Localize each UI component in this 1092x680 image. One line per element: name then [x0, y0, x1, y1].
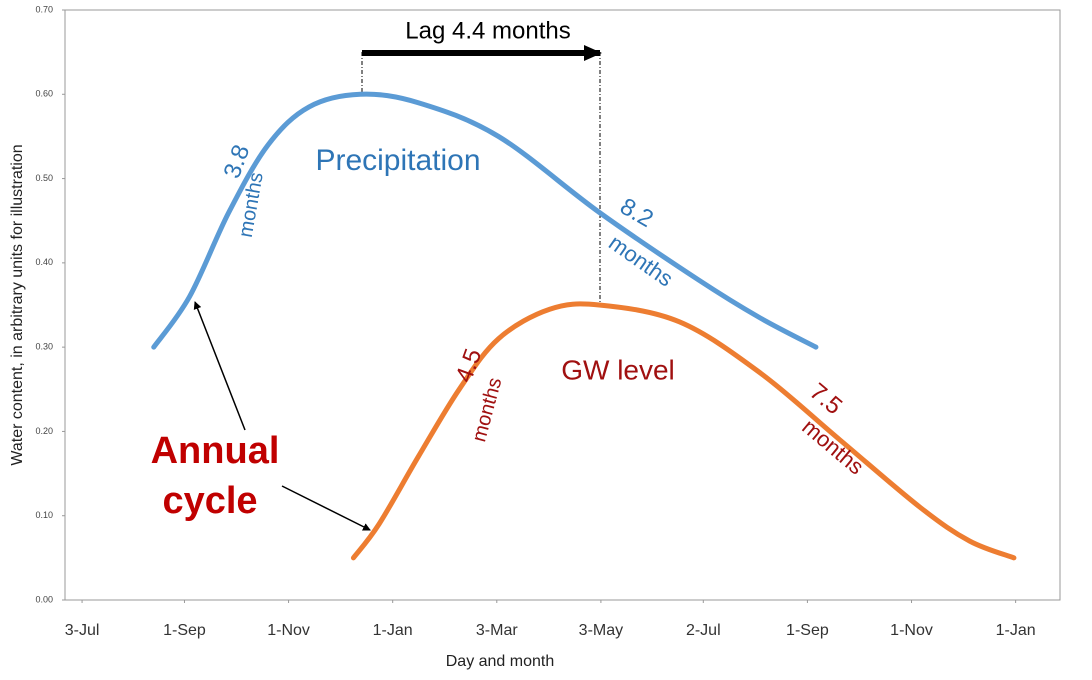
x-tick-label: 3-May: [579, 622, 623, 639]
annotation: months: [797, 414, 868, 480]
series-line: [350, 301, 1017, 561]
x-tick-label: 1-Nov: [267, 622, 310, 639]
y-tick-label: 0.10: [35, 510, 53, 520]
y-tick-label: 0.40: [35, 257, 53, 267]
plot-frame: [64, 9, 1061, 601]
annotation: Annual: [151, 430, 280, 472]
x-tick-label: 1-Jan: [373, 622, 413, 639]
x-tick-label: 1-Nov: [890, 622, 933, 639]
y-tick-label: 0.70: [35, 4, 53, 14]
x-tick-label: 1-Jan: [996, 622, 1036, 639]
x-tick-label: 3-Mar: [476, 622, 518, 639]
annotation: Lag 4.4 months: [405, 17, 570, 44]
annotation-arrow: [193, 301, 246, 431]
y-tick-label: 0.30: [35, 342, 53, 352]
y-tick-label: 0.50: [35, 173, 53, 183]
x-axis-title: Day and month: [446, 653, 555, 670]
series-label: GW level: [561, 354, 675, 385]
annotation: cycle: [162, 480, 257, 522]
y-tick-label: 0.00: [35, 594, 53, 604]
x-tick-label: 2-Jul: [686, 622, 721, 639]
series-label: Precipitation: [315, 144, 480, 177]
y-tick-label: 0.60: [35, 89, 53, 99]
x-tick-label: 1-Sep: [786, 622, 829, 639]
x-tick-label: 3-Jul: [65, 622, 100, 639]
annotation-arrow: [281, 485, 371, 531]
series-line: [151, 91, 819, 350]
y-tick-label: 0.20: [35, 426, 53, 436]
annotation: 4.5: [451, 345, 488, 386]
y-axis-title: Water content, in arbitrary units for il…: [9, 144, 26, 465]
x-tick-label: 1-Sep: [163, 622, 206, 639]
